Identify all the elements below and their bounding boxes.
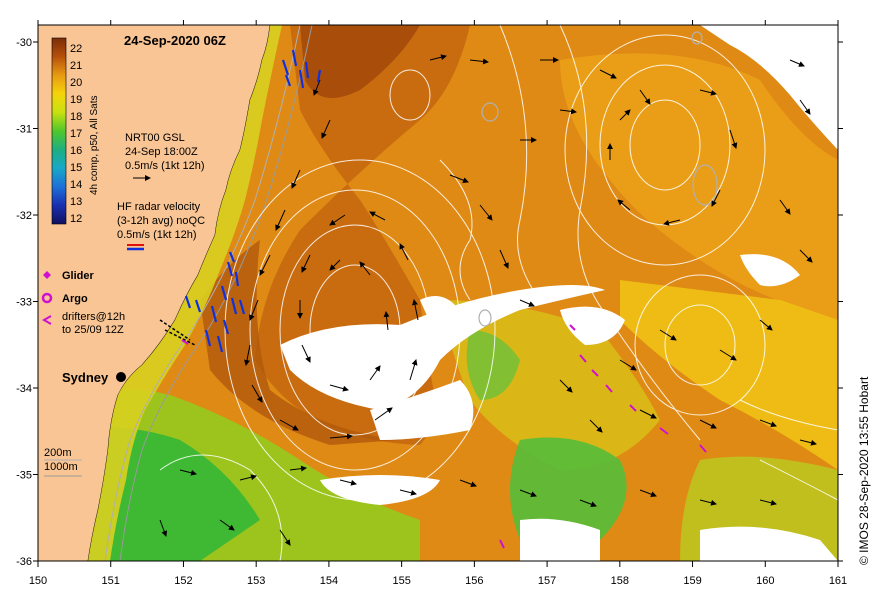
warm-east-region	[560, 53, 838, 320]
colorbar-label: 20	[70, 77, 82, 89]
grey-contours	[478, 31, 718, 327]
y-axis: -30 -31 -32 -33 -34 -35 -36	[16, 37, 843, 568]
y-tick-label: -35	[16, 470, 32, 482]
green-patch-mid	[466, 330, 520, 400]
depth-200-label: 200m	[44, 447, 72, 459]
y-tick-label: -32	[16, 210, 32, 222]
coastal-shelf	[88, 25, 282, 561]
gsl-legend-line2: 24-Sep 18:00Z	[125, 146, 198, 158]
colorbar-label: 21	[70, 60, 82, 72]
hf-radar-vectors	[184, 49, 322, 353]
drifter-symbol	[41, 315, 52, 325]
argo-symbol	[41, 292, 53, 304]
x-tick-label: 160	[756, 575, 774, 587]
colorbar-label: 17	[70, 128, 82, 140]
place-label-sydney: Sydney	[62, 370, 109, 385]
map-frame	[37, 24, 839, 562]
colorbar-label: 16	[70, 145, 82, 157]
x-tick-label: 154	[320, 575, 338, 587]
depth-1000-label: 1000m	[44, 461, 78, 473]
x-tick-label: 155	[392, 575, 410, 587]
y-tick-label: -33	[16, 297, 32, 309]
eddy-edge-region	[200, 240, 400, 445]
x-axis: 150 151 152 153 154 155 156 157 158 159 160 161	[29, 20, 847, 587]
x-tick-label: 158	[611, 575, 629, 587]
colorbar-label: 13	[70, 196, 82, 208]
colorbar-label: 22	[70, 43, 82, 55]
colorbar	[51, 37, 67, 225]
colorbar-label: 14	[70, 179, 82, 191]
colorbar-title: 4h comp, p50, All Sats	[89, 95, 100, 195]
colorbar-label: 19	[70, 94, 82, 106]
x-tick-label: 157	[538, 575, 556, 587]
x-tick-label: 150	[29, 575, 47, 587]
sydney-marker[interactable]	[116, 372, 126, 382]
hf-legend-line2: (3-12h avg) noQC	[117, 215, 205, 227]
map-canvas[interactable]	[38, 25, 838, 561]
colorbar-label: 12	[70, 213, 82, 225]
x-tick-label: 151	[102, 575, 120, 587]
gsl-legend: NRT00 GSL 24-Sep 18:00Z 0.5m/s (1kt 12h)	[125, 132, 204, 181]
gsl-legend-line1: NRT00 GSL	[125, 132, 185, 144]
hot-core-region	[300, 25, 420, 98]
depth-legend: 200m 1000m	[44, 447, 82, 477]
argo-label: Argo	[62, 293, 88, 305]
colorbar-label: 15	[70, 162, 82, 174]
gsl-velocity-arrows	[159, 54, 817, 546]
y-tick-label: -36	[16, 556, 32, 568]
isobath-200m	[104, 25, 301, 561]
credit-label: © IMOS 28-Sep-2020 13:55 Hobart	[857, 376, 871, 565]
hf-legend: HF radar velocity (3-12h avg) noQC 0.5m/…	[117, 201, 205, 251]
x-tick-label: 156	[465, 575, 483, 587]
glider-label: Glider	[62, 270, 95, 282]
map-title: 24-Sep-2020 06Z	[124, 33, 226, 48]
hf-legend-line3: 0.5m/s (1kt 12h)	[117, 229, 196, 241]
coastal-tracks	[159, 319, 196, 346]
drifter-label-line2: to 25/09 12Z	[62, 324, 124, 336]
colorbar-labels: 22 21 20 19 18 17 16 15 14 13 12	[70, 43, 82, 225]
x-tick-label: 161	[829, 575, 847, 587]
x-tick-label: 159	[683, 575, 701, 587]
gsl-legend-line3: 0.5m/s (1kt 12h)	[125, 160, 204, 172]
yellow-east-region	[620, 280, 838, 470]
glider-symbol	[43, 271, 51, 279]
y-tick-label: -34	[16, 383, 32, 395]
platform-legend: Glider Argo drifters@12h to 25/09 12Z	[41, 270, 125, 336]
hf-legend-line1: HF radar velocity	[117, 201, 201, 213]
x-tick-label: 153	[247, 575, 265, 587]
y-tick-label: -30	[16, 37, 32, 49]
colorbar-label: 18	[70, 111, 82, 123]
sea-level-contours	[159, 25, 838, 561]
x-tick-label: 152	[174, 575, 192, 587]
drifter-tracks	[181, 324, 707, 549]
y-tick-label: -31	[16, 124, 32, 136]
drifter-label-line1: drifters@12h	[62, 311, 125, 323]
